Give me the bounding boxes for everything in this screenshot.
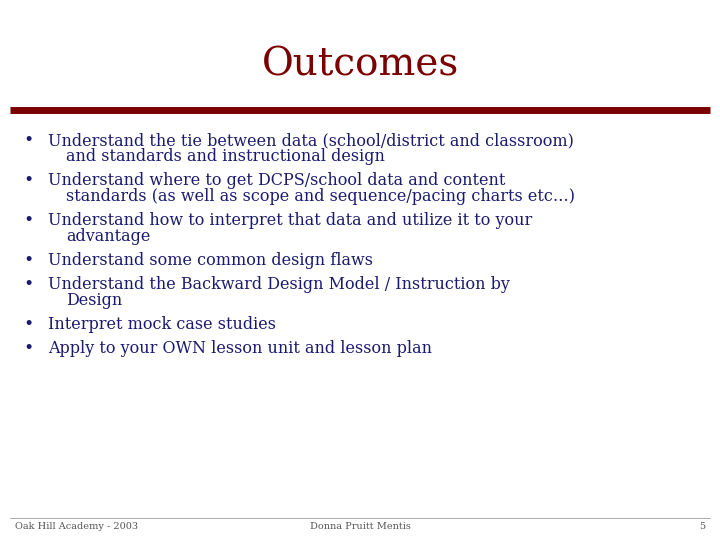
Text: Understand some common design flaws: Understand some common design flaws xyxy=(48,252,373,269)
Text: Design: Design xyxy=(66,292,122,309)
Text: and standards and instructional design: and standards and instructional design xyxy=(66,148,385,165)
Text: Understand where to get DCPS/school data and content: Understand where to get DCPS/school data… xyxy=(48,172,505,189)
Text: •: • xyxy=(23,276,33,293)
Text: standards (as well as scope and sequence/pacing charts etc…): standards (as well as scope and sequence… xyxy=(66,188,575,205)
Text: Understand the tie between data (school/district and classroom): Understand the tie between data (school/… xyxy=(48,132,574,149)
Text: •: • xyxy=(23,132,33,149)
Text: •: • xyxy=(23,316,33,333)
Text: 5: 5 xyxy=(699,522,705,531)
Text: advantage: advantage xyxy=(66,228,150,245)
Text: •: • xyxy=(23,212,33,229)
Text: •: • xyxy=(23,172,33,189)
Text: Interpret mock case studies: Interpret mock case studies xyxy=(48,316,276,333)
Text: •: • xyxy=(23,340,33,357)
Text: Understand the Backward Design Model / Instruction by: Understand the Backward Design Model / I… xyxy=(48,276,510,293)
Text: Apply to your OWN lesson unit and lesson plan: Apply to your OWN lesson unit and lesson… xyxy=(48,340,432,357)
Text: Donna Pruitt Mentis: Donna Pruitt Mentis xyxy=(310,522,410,531)
Text: Outcomes: Outcomes xyxy=(261,46,459,84)
Text: Oak Hill Academy - 2003: Oak Hill Academy - 2003 xyxy=(15,522,138,531)
Text: Understand how to interpret that data and utilize it to your: Understand how to interpret that data an… xyxy=(48,212,532,229)
Text: •: • xyxy=(23,252,33,269)
